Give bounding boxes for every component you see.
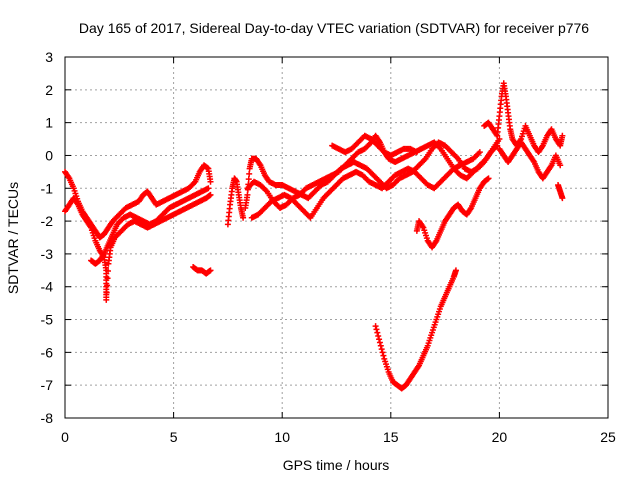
- series-track-11: [413, 175, 492, 251]
- data-point: [376, 336, 383, 343]
- data-point: [207, 178, 214, 185]
- data-point: [376, 339, 383, 346]
- data-point: [245, 176, 252, 183]
- plot-frame: [64, 56, 609, 419]
- series-track-13: [496, 139, 564, 182]
- series-track-3: [88, 185, 212, 267]
- data-point: [207, 267, 214, 274]
- y-tick-label: -6: [41, 344, 54, 360]
- data-point: [380, 352, 387, 359]
- y-tick-label: -1: [41, 180, 54, 196]
- x-axis-label: GPS time / hours: [283, 457, 390, 473]
- x-tick-label: 25: [600, 429, 616, 445]
- x-tick-label: 0: [61, 429, 69, 445]
- data-point: [496, 136, 503, 143]
- data-point: [105, 267, 112, 274]
- data-point: [104, 282, 111, 289]
- data-point: [374, 329, 381, 336]
- series-track-14: [555, 181, 566, 202]
- data-point: [207, 191, 214, 198]
- x-tick-label: 20: [492, 429, 508, 445]
- data-point: [244, 191, 251, 198]
- data-point: [485, 175, 492, 182]
- series-track-12: [481, 80, 566, 156]
- y-tick-label: 3: [45, 49, 53, 65]
- data-point: [375, 332, 382, 339]
- x-tick-label: 5: [170, 429, 178, 445]
- axis-ticks: [64, 56, 609, 419]
- y-tick-label: -5: [41, 312, 54, 328]
- series-track-9: [329, 132, 420, 159]
- x-tick-labels: 0 5 10 15 20 25: [61, 429, 616, 445]
- chart-title: Day 165 of 2017, Sidereal Day-to-day VTE…: [79, 20, 589, 36]
- y-tick-label: 0: [45, 147, 53, 163]
- y-tick-label: -7: [41, 377, 54, 393]
- data-point: [103, 289, 110, 296]
- y-tick-labels: -8 -7 -6 -5 -4 -3 -2 -1 0 1 2 3: [41, 49, 54, 426]
- y-tick-label: -4: [41, 279, 54, 295]
- data-point: [413, 149, 420, 156]
- data-point: [240, 214, 247, 221]
- y-tick-label: -2: [41, 213, 54, 229]
- data-point: [372, 323, 379, 330]
- y-axis-label: SDTVAR / TECUs: [5, 182, 21, 294]
- data-point: [452, 267, 459, 274]
- y-tick-label: 2: [45, 82, 53, 98]
- series-track-2: [62, 191, 214, 303]
- y-tick-label: -8: [41, 410, 54, 426]
- data-point: [559, 132, 566, 139]
- data-point: [559, 195, 566, 202]
- data-point: [557, 162, 564, 169]
- series-track-1: [62, 162, 214, 241]
- y-tick-label: -3: [41, 246, 54, 262]
- data-point: [373, 326, 380, 333]
- data-points: [62, 80, 566, 392]
- data-point: [476, 149, 483, 156]
- y-tick-label: 1: [45, 115, 53, 131]
- series-track-8: [248, 149, 483, 221]
- data-point: [205, 185, 212, 192]
- x-tick-label: 15: [383, 429, 399, 445]
- series-track-5: [224, 175, 247, 228]
- data-point: [103, 296, 110, 303]
- data-point: [378, 346, 385, 353]
- data-point: [377, 342, 384, 349]
- x-tick-label: 10: [274, 429, 290, 445]
- data-point: [379, 349, 386, 356]
- series-track-4: [190, 264, 214, 277]
- grid-lines: [65, 57, 608, 418]
- data-point: [104, 275, 111, 282]
- series-track-10: [372, 267, 459, 392]
- data-point: [246, 170, 253, 177]
